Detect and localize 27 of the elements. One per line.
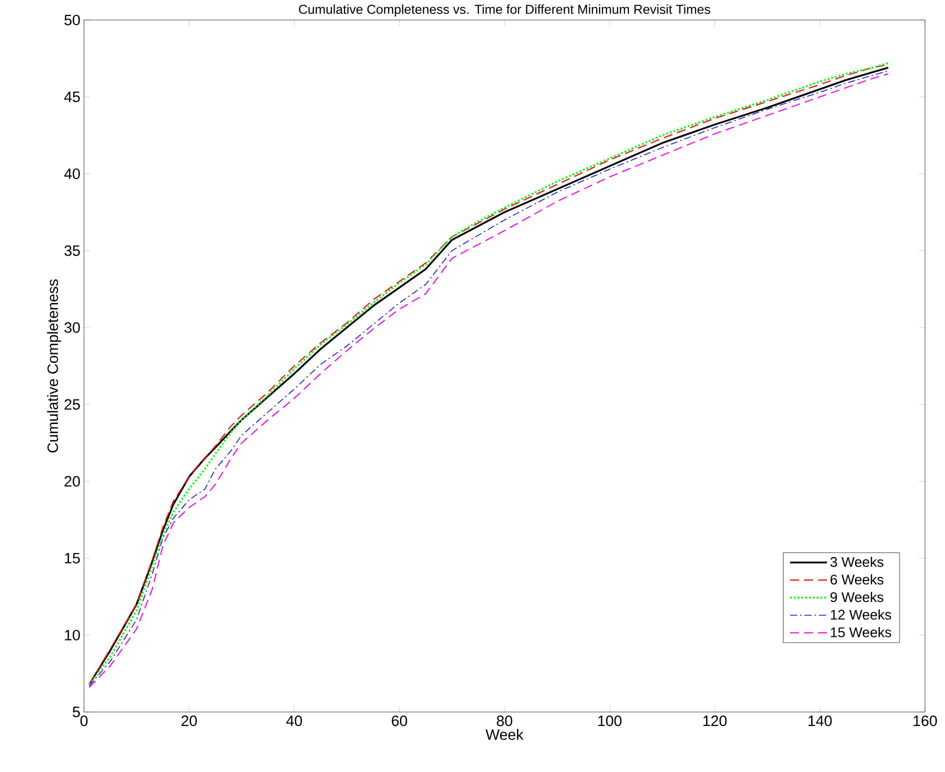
y-tick-label: 10 (65, 630, 80, 640)
y-tick-label: 40 (64, 168, 80, 180)
x-tick-label: 60 (392, 716, 408, 726)
y-tick-label: 25 (64, 399, 80, 410)
y-tick-label: 45 (64, 92, 80, 102)
legend-label: 12 Weeks (830, 609, 892, 620)
x-tick-label: 160 (914, 716, 937, 726)
y-tick-label: 15 (65, 553, 80, 564)
y-tick-label: 5 (72, 706, 80, 718)
x-tick-label: 40 (286, 716, 302, 726)
x-tick-label: 140 (808, 716, 832, 726)
legend-label: 15 Weeks (830, 627, 892, 638)
chart-title: Cumulative Completeness vs. Time for Different Minimum Revisit Times (298, 4, 710, 16)
x-tick-label: 120 (703, 716, 727, 726)
legend-label: 3 Weeks (830, 556, 884, 567)
y-tick-label: 50 (64, 14, 80, 26)
x-tick-label: 20 (182, 716, 197, 726)
x-axis-title: Week (486, 728, 524, 740)
x-tick-label: 0 (80, 716, 88, 726)
y-tick-label: 20 (64, 476, 80, 487)
legend-label: 9 Weeks (830, 592, 884, 602)
x-tick-label: 100 (598, 716, 622, 726)
y-tick-label: 35 (64, 245, 80, 256)
legend-label: 6 Weeks (830, 574, 884, 585)
x-tick-label: 80 (496, 716, 512, 726)
y-tick-label: 30 (64, 322, 80, 333)
y-axis-title: Cumulative Completeness (47, 279, 61, 452)
